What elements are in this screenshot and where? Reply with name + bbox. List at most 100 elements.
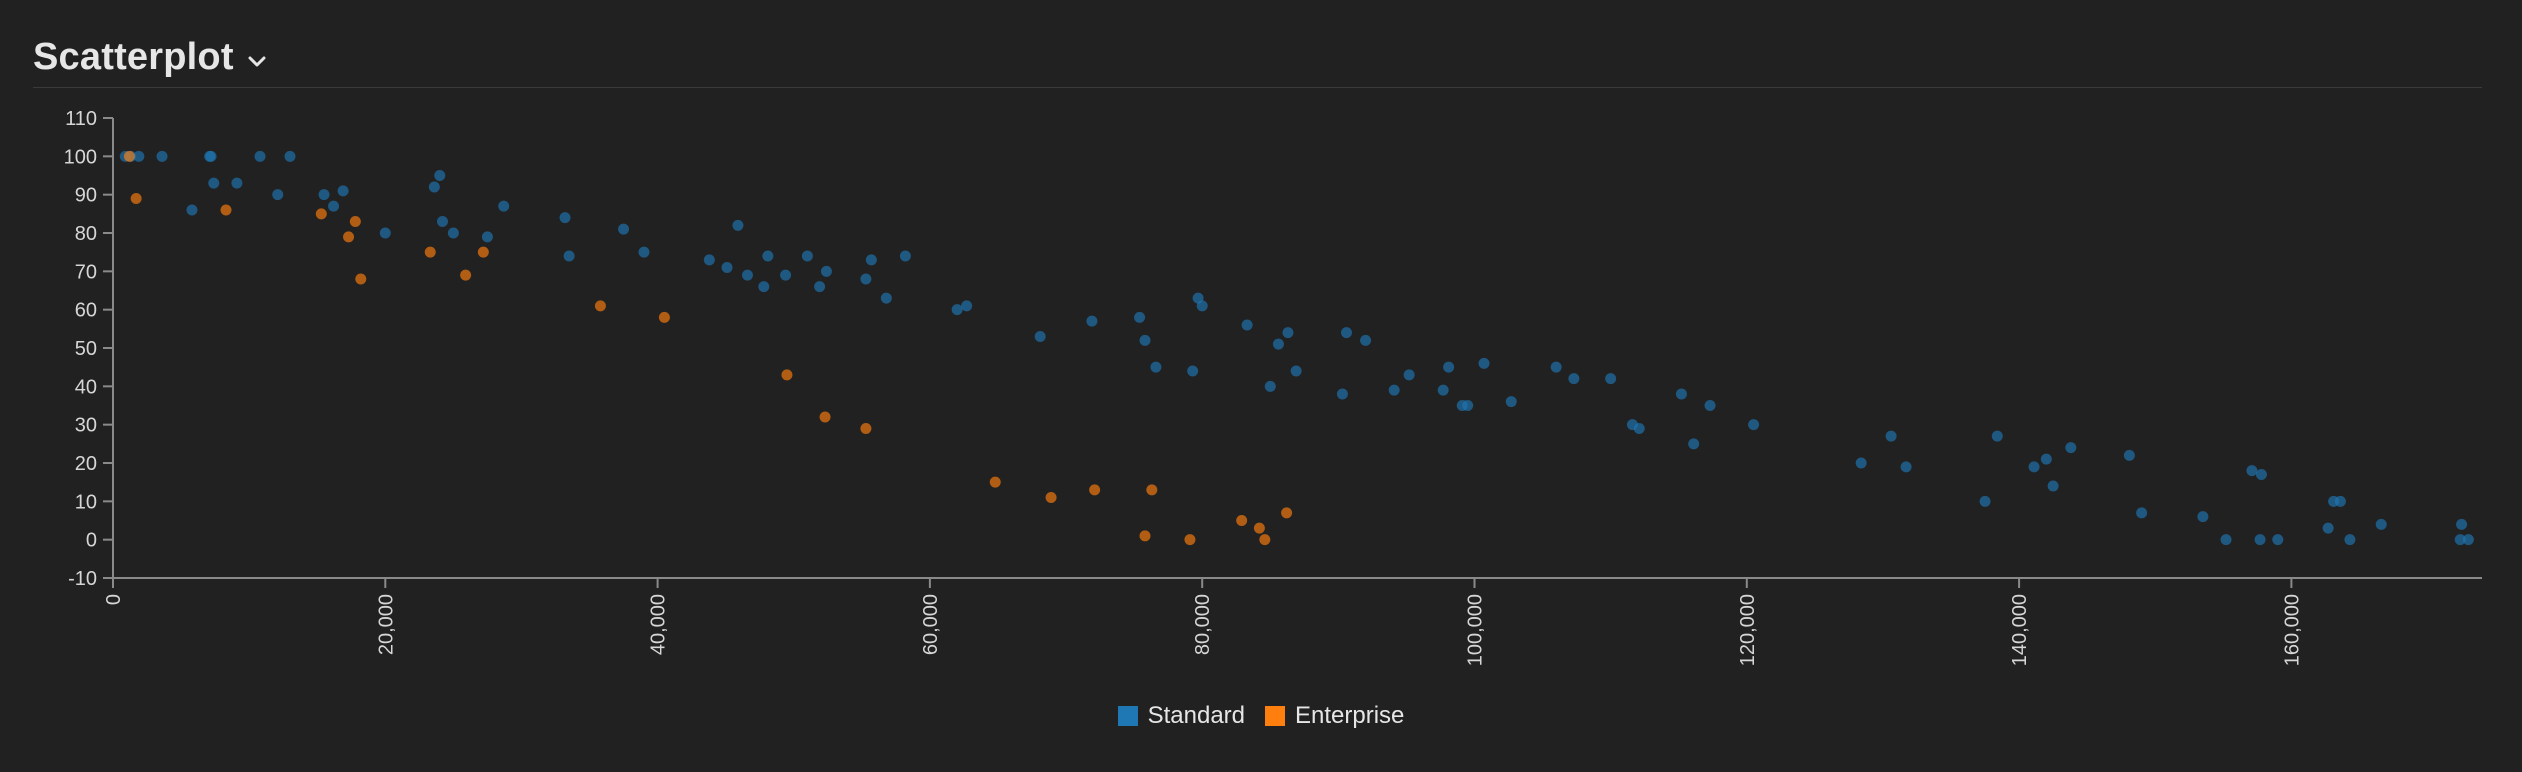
point-standard — [801, 250, 813, 262]
data-points — [119, 150, 2474, 546]
point-standard — [1196, 300, 1208, 312]
y-tick-label: 40 — [75, 376, 97, 398]
legend-swatch-standard — [1117, 706, 1138, 726]
point-standard — [638, 246, 650, 258]
header-divider — [33, 87, 2482, 88]
point-standard — [254, 150, 266, 162]
point-enterprise — [781, 369, 793, 381]
y-tick-label: 30 — [75, 415, 97, 437]
point-standard — [428, 181, 440, 193]
point-standard — [1568, 373, 1580, 385]
point-enterprise — [349, 216, 361, 227]
point-standard — [1550, 361, 1562, 373]
point-standard — [1704, 400, 1716, 411]
legend: Standard Enterprise — [0, 702, 2522, 730]
point-standard — [1885, 430, 1897, 442]
point-standard — [2136, 507, 2148, 519]
point-enterprise — [1045, 492, 1057, 503]
point-standard — [208, 177, 220, 189]
y-tick-label: -10 — [68, 568, 97, 590]
point-standard — [820, 265, 832, 277]
point-enterprise — [1184, 534, 1196, 546]
point-enterprise — [1146, 484, 1158, 496]
point-standard — [2456, 518, 2468, 530]
point-standard — [156, 150, 168, 162]
point-standard — [2040, 453, 2052, 465]
point-enterprise — [130, 193, 142, 204]
y-tick-label: 70 — [75, 261, 97, 283]
point-standard — [2462, 534, 2474, 546]
point-standard — [860, 273, 872, 285]
chevron-down-icon[interactable] — [244, 49, 270, 75]
point-standard — [880, 292, 892, 304]
point-enterprise — [658, 311, 670, 323]
point-enterprise — [989, 476, 1001, 488]
point-standard — [1290, 365, 1302, 377]
x-tick-label: 40,000 — [648, 594, 670, 655]
point-standard — [1979, 495, 1991, 507]
point-standard — [205, 150, 217, 162]
point-standard — [2197, 511, 2209, 523]
point-standard — [1241, 319, 1253, 331]
point-enterprise — [819, 411, 831, 423]
point-enterprise — [343, 231, 355, 243]
x-tick-label: 0 — [103, 594, 125, 605]
point-standard — [1336, 388, 1348, 400]
point-standard — [2123, 449, 2135, 461]
x-tick-label: 100,000 — [1464, 594, 1486, 666]
x-tick-label: 20,000 — [375, 594, 397, 655]
point-standard — [1748, 419, 1760, 431]
point-standard — [1437, 384, 1449, 396]
point-standard — [563, 250, 575, 262]
point-enterprise — [220, 204, 232, 216]
x-tick-label: 60,000 — [920, 594, 942, 655]
legend-item-enterprise[interactable]: Enterprise — [1265, 702, 1404, 730]
point-standard — [1900, 461, 1912, 473]
point-standard — [1341, 327, 1353, 339]
point-standard — [1282, 327, 1294, 339]
point-enterprise — [424, 246, 436, 258]
point-standard — [865, 254, 877, 266]
x-tick-label: 160,000 — [2281, 594, 2303, 666]
point-standard — [2246, 465, 2258, 477]
point-standard — [1443, 361, 1455, 373]
point-standard — [1086, 315, 1098, 327]
y-tick-label: 90 — [75, 185, 97, 207]
point-standard — [2028, 461, 2040, 473]
point-standard — [436, 216, 448, 227]
point-standard — [951, 304, 963, 316]
point-standard — [2255, 469, 2267, 480]
point-enterprise — [460, 269, 472, 281]
point-standard — [2047, 480, 2059, 492]
point-standard — [1388, 384, 1400, 396]
point-standard — [318, 189, 330, 201]
point-standard — [703, 254, 715, 266]
legend-item-standard[interactable]: Standard — [1117, 702, 1245, 730]
y-tick-label: 20 — [75, 453, 97, 475]
x-tick-label: 80,000 — [1192, 594, 1214, 655]
legend-swatch-enterprise — [1265, 706, 1285, 726]
point-standard — [186, 204, 198, 216]
point-standard — [272, 189, 284, 201]
point-standard — [1675, 388, 1687, 400]
point-standard — [758, 281, 770, 293]
point-standard — [2334, 495, 2346, 507]
point-standard — [1139, 334, 1151, 346]
point-enterprise — [594, 300, 606, 312]
point-standard — [1272, 338, 1284, 350]
point-standard — [780, 269, 792, 281]
point-enterprise — [1281, 507, 1293, 519]
point-standard — [2254, 534, 2266, 546]
point-standard — [762, 250, 774, 262]
point-standard — [231, 177, 243, 189]
point-enterprise — [123, 150, 135, 162]
point-standard — [337, 185, 349, 197]
point-standard — [2375, 518, 2387, 530]
point-standard — [2454, 534, 2466, 546]
point-standard — [2322, 522, 2334, 534]
point-standard — [498, 200, 510, 212]
point-enterprise — [477, 246, 489, 258]
y-tick-label: 10 — [75, 491, 97, 513]
page-title: Scatterplot — [33, 36, 234, 78]
